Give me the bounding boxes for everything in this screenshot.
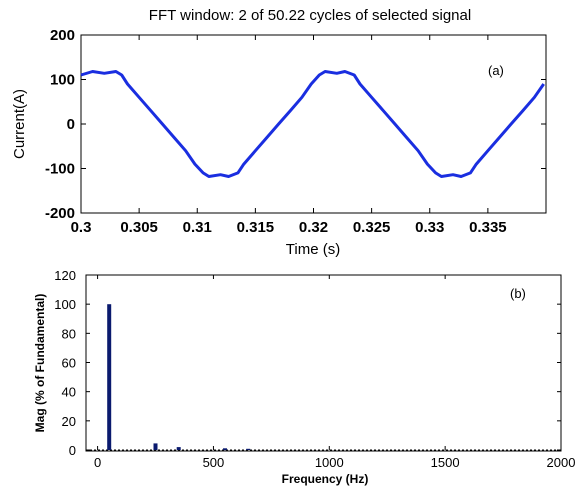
chart-a-x-tick-label: 0.31: [183, 219, 212, 236]
chart-a-y-tick-label: -200: [45, 205, 75, 222]
harmonic-bar: [246, 448, 251, 450]
chart-b-y-tick-label: 20: [62, 414, 76, 429]
chart-b-y-ticks: 120 100 80 60 40 20 0: [54, 268, 561, 458]
current-waveform-line: [80, 70, 545, 178]
chart-a-y-tick-label: -100: [45, 161, 75, 178]
chart-b-y-tick-label: 100: [54, 297, 76, 312]
chart-b-y-label: Mag (% of Fundamental): [33, 294, 47, 433]
chart-b-x-label: Frequency (Hz): [282, 472, 369, 486]
harmonic-bar: [107, 304, 112, 450]
chart-a-y-tick-label: 0: [67, 116, 75, 133]
chart-b-x-tick-label: 1500: [431, 455, 460, 470]
chart-b-y-tick-label: 80: [62, 326, 76, 341]
chart-a-x-tick-label: 0.33: [415, 219, 444, 236]
chart-a-x-tick-label: 0.335: [469, 219, 507, 236]
chart-a-x-tick-label: 0.305: [120, 219, 158, 236]
chart-a-x-tick-label: 0.3: [71, 219, 92, 236]
chart-b-y-tick-label: 40: [62, 385, 76, 400]
chart-a-y-tick-label: 100: [50, 72, 75, 89]
chart-a-x-tick-label: 0.315: [237, 219, 275, 236]
chart-b-x-tick-label: 1000: [315, 455, 344, 470]
chart-b-x-tick-label: 0: [94, 455, 101, 470]
chart-a-axes-box: [80, 34, 547, 214]
chart-a-x-tick-label: 0.32: [299, 219, 328, 236]
chart-a-x-ticks: 0.3 0.305 0.31 0.315 0.32 0.325 0.33 0.335: [71, 35, 507, 236]
harmonic-bar: [153, 443, 158, 450]
chart-a-title: FFT window: 2 of 50.22 cycles of selecte…: [149, 7, 471, 24]
chart-b-axes-box: [85, 274, 562, 452]
chart-b-y-tick-label: 0: [69, 443, 76, 458]
chart-a-y-label: Current(A): [11, 89, 28, 159]
chart-a-x-tick-label: 0.325: [353, 219, 391, 236]
chart-b-bars: [107, 304, 251, 451]
chart-b-annotation: (b): [510, 286, 526, 301]
harmonic-bar: [223, 448, 227, 451]
harmonic-bar: [176, 447, 181, 450]
chart-b-y-tick-label: 60: [62, 356, 76, 371]
panel-b: 120 100 80 60 40 20 0 0 500 1000 1500 2000 (b) Fre…: [33, 268, 575, 486]
chart-a-annotation: (a): [488, 63, 504, 78]
chart-b-x-tick-label: 2000: [547, 455, 576, 470]
chart-a-y-ticks: 200 100 0 -100 -200: [45, 27, 546, 222]
chart-a-y-tick-label: 200: [50, 27, 75, 44]
chart-a-x-label: Time (s): [286, 241, 340, 258]
chart-b-x-tick-label: 500: [203, 455, 225, 470]
panel-a: FFT window: 2 of 50.22 cycles of selecte…: [11, 7, 547, 258]
chart-b-x-ticks: 0 500 1000 1500 2000: [94, 275, 575, 470]
chart-b-y-tick-label: 120: [54, 268, 76, 283]
